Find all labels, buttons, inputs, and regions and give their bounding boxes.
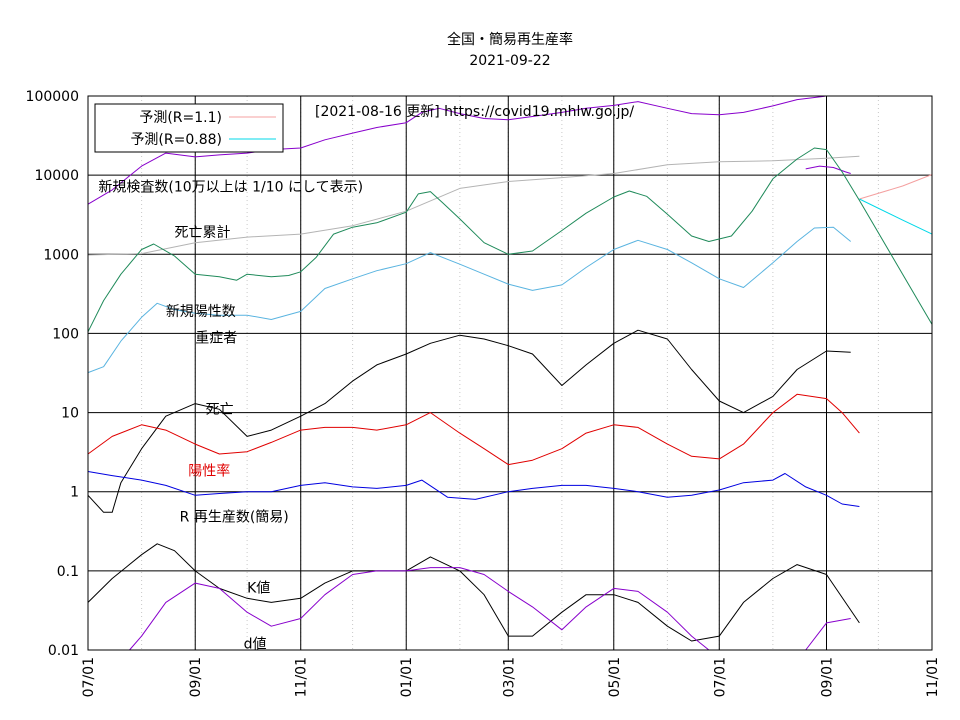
x-tick-label: 05/01 (607, 657, 623, 697)
plot-frame (87, 95, 933, 651)
y-axis-ticks: 100000 10000 1000 100 10 1 0.1 0.01 (26, 89, 79, 659)
annotation-label: 死亡累計 (174, 225, 230, 241)
legend-label-r-0.88: 予測(R=0.88) (130, 132, 222, 148)
series-line-8 (87, 393, 860, 466)
x-tick-label: 09/01 (188, 657, 204, 697)
series-line-0 (87, 95, 825, 205)
series-line-11 (129, 567, 851, 651)
series-line-7 (87, 329, 851, 513)
series-line-4 (859, 198, 933, 235)
annotation-label: d値 (244, 636, 267, 652)
annotation-label: 死亡 (206, 402, 234, 418)
x-axis-ticks: 07/01 09/01 11/01 01/01 03/01 05/01 07/01 09/01… (81, 657, 941, 697)
y-tick-label: 1000 (43, 247, 79, 263)
annotation-label: 陽性率 (188, 463, 230, 480)
legend-label-r-1.1: 予測(R=1.1) (139, 110, 222, 126)
annotation-label: R 再生産数(簡易) (180, 510, 289, 526)
annotation-label: 重症者 (195, 330, 237, 346)
series-line-2 (87, 155, 860, 256)
y-tick-label: 1 (70, 485, 79, 501)
annotation-label: K値 (247, 581, 270, 597)
y-tick-label: 100 (52, 326, 79, 342)
x-tick-label: 07/01 (81, 657, 97, 697)
source-note: [2021-08-16 更新] https://covid19.mhlw.go.… (315, 104, 634, 120)
y-tick-label: 100000 (26, 89, 79, 105)
x-tick-label: 11/01 (294, 657, 310, 697)
legend: 予測(R=1.1) 予測(R=0.88) (94, 103, 284, 153)
annotations: 新規検査数(10万以上は 1/10 にして表示) 死亡累計新規陽性数重症者死亡陽性… (98, 180, 363, 653)
x-tick-label: 11/01 (925, 657, 941, 697)
x-tick-label: 01/01 (399, 657, 415, 697)
y-tick-label: 10 (61, 406, 79, 422)
series-line-9 (87, 471, 860, 507)
y-tick-label: 0.1 (57, 564, 79, 580)
y-tick-label: 10000 (34, 168, 79, 184)
annotation-label: 新規陽性数 (166, 304, 236, 320)
legend-box (94, 103, 284, 153)
series-line-5 (87, 147, 933, 333)
series-line-10 (87, 543, 860, 642)
x-tick-label: 09/01 (820, 657, 836, 697)
x-tick-label: 07/01 (712, 657, 728, 697)
series-line-1 (805, 165, 851, 174)
x-tick-label: 03/01 (501, 657, 517, 697)
series-layer (87, 95, 933, 651)
series-line-3 (859, 174, 933, 200)
series-line-6 (87, 226, 852, 374)
chart-title: 全国・簡易再生産率 (447, 31, 573, 48)
chart-subtitle: 2021-09-22 (469, 53, 550, 69)
y-tick-label: 0.01 (48, 643, 79, 659)
annotation-label: 新規検査数(10万以上は 1/10 にして表示) (98, 180, 363, 196)
